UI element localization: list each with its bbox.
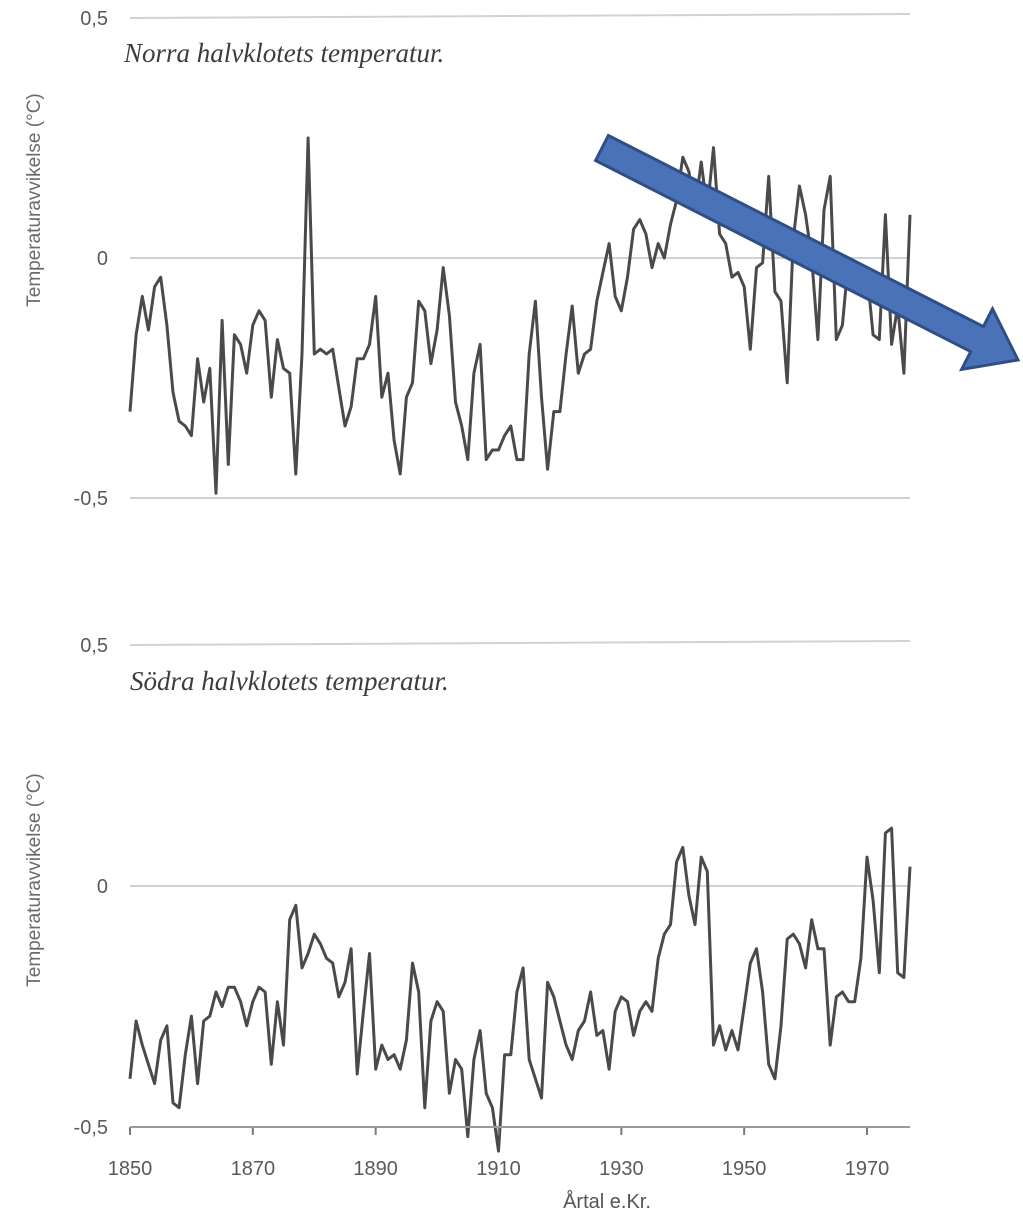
chart-title: Norra halvklotets temperatur. xyxy=(123,38,444,68)
arrow-shape xyxy=(593,133,1021,372)
x-tick-label: 1970 xyxy=(845,1158,890,1180)
trend-arrow xyxy=(593,133,1021,372)
x-tick-label: 1870 xyxy=(231,1158,276,1180)
northern-hemisphere-panel: Norra halvklotets temperatur. Temperatur… xyxy=(24,8,912,510)
y-tick-label: -0,5 xyxy=(74,1117,108,1139)
x-tick-label: 1930 xyxy=(599,1158,644,1180)
x-tick-label: 1890 xyxy=(353,1158,398,1180)
y-tick-label: 0 xyxy=(97,876,108,898)
y-tick-label: 0,5 xyxy=(80,8,108,30)
y-axis-label: Temperaturavvikelse (°C) xyxy=(24,773,45,987)
southern-hemisphere-panel: Södra halvklotets temperatur. Temperatur… xyxy=(24,635,912,1213)
gridline xyxy=(129,13,911,19)
x-tick-label: 1950 xyxy=(722,1158,767,1180)
x-axis-label: Årtal e.Kr. xyxy=(563,1190,651,1213)
series-line xyxy=(128,136,912,495)
series-line xyxy=(128,826,912,1153)
chart-title: Södra halvklotets temperatur. xyxy=(130,666,449,696)
gridline xyxy=(129,640,911,646)
y-tick-label: 0 xyxy=(97,248,108,270)
y-axis-label: Temperaturavvikelse (°C) xyxy=(24,93,45,307)
y-tick-label: 0,5 xyxy=(80,635,108,657)
y-tick-label: -0,5 xyxy=(74,488,108,510)
x-tick-label: 1850 xyxy=(108,1158,153,1180)
x-tick-label: 1910 xyxy=(476,1158,521,1180)
